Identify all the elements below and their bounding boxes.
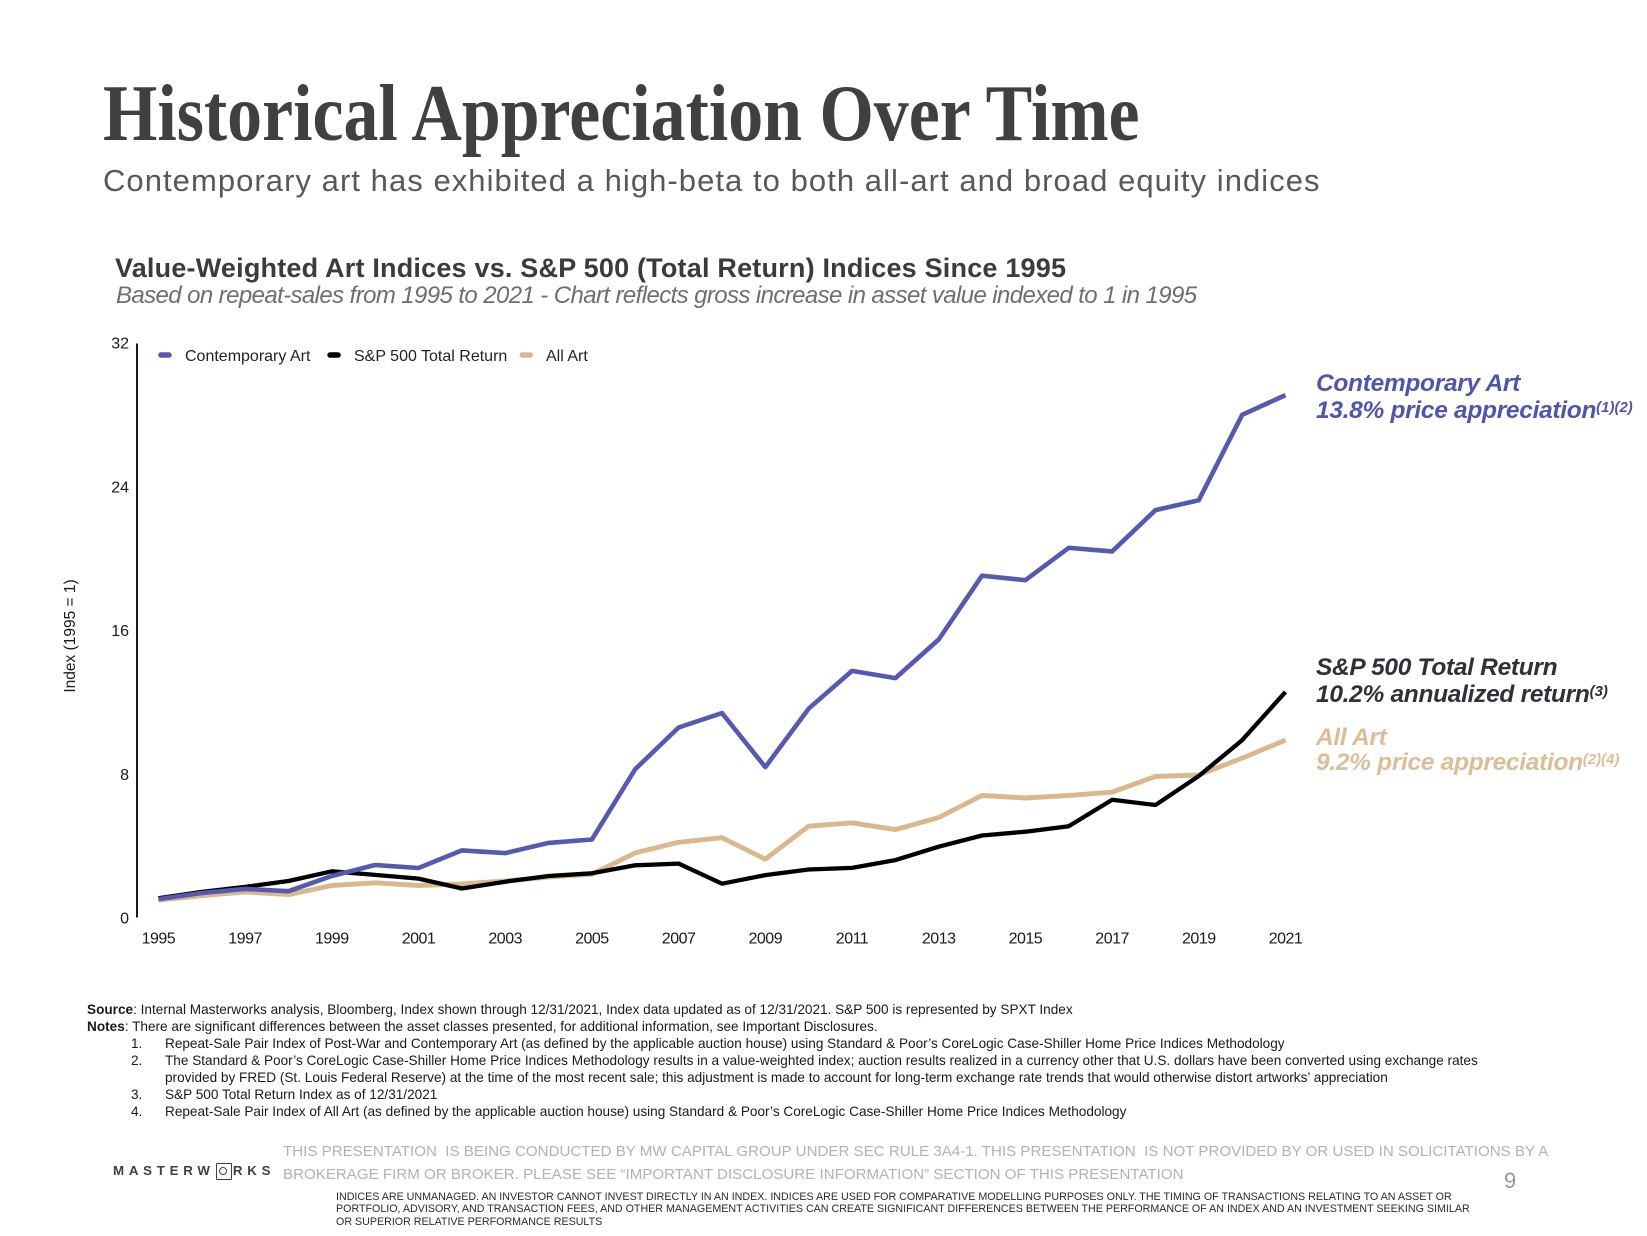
svg-text:16: 16 (111, 623, 129, 640)
svg-text:2019: 2019 (1182, 931, 1216, 948)
svg-text:2003: 2003 (488, 931, 522, 948)
svg-text:32: 32 (111, 336, 129, 353)
svg-text:2015: 2015 (1009, 931, 1043, 948)
svg-text:24: 24 (111, 479, 129, 496)
svg-text:2005: 2005 (575, 931, 609, 948)
svg-text:8: 8 (120, 767, 129, 784)
svg-text:2013: 2013 (922, 931, 956, 948)
svg-text:1995: 1995 (142, 931, 176, 948)
svg-text:2011: 2011 (836, 931, 869, 948)
svg-text:2009: 2009 (749, 931, 783, 948)
svg-text:1999: 1999 (315, 931, 349, 948)
svg-text:All Art: All Art (546, 348, 588, 365)
svg-text:Contemporary Art: Contemporary Art (185, 348, 311, 365)
svg-text:0: 0 (120, 911, 129, 928)
svg-text:S&P 500 Total Return: S&P 500 Total Return (354, 348, 507, 365)
svg-text:Index (1995 = 1): Index (1995 = 1) (62, 579, 79, 692)
svg-text:2007: 2007 (662, 931, 696, 948)
svg-text:2017: 2017 (1095, 931, 1129, 948)
svg-text:2021: 2021 (1269, 931, 1303, 948)
svg-text:2001: 2001 (402, 931, 436, 948)
svg-text:1997: 1997 (228, 931, 262, 948)
